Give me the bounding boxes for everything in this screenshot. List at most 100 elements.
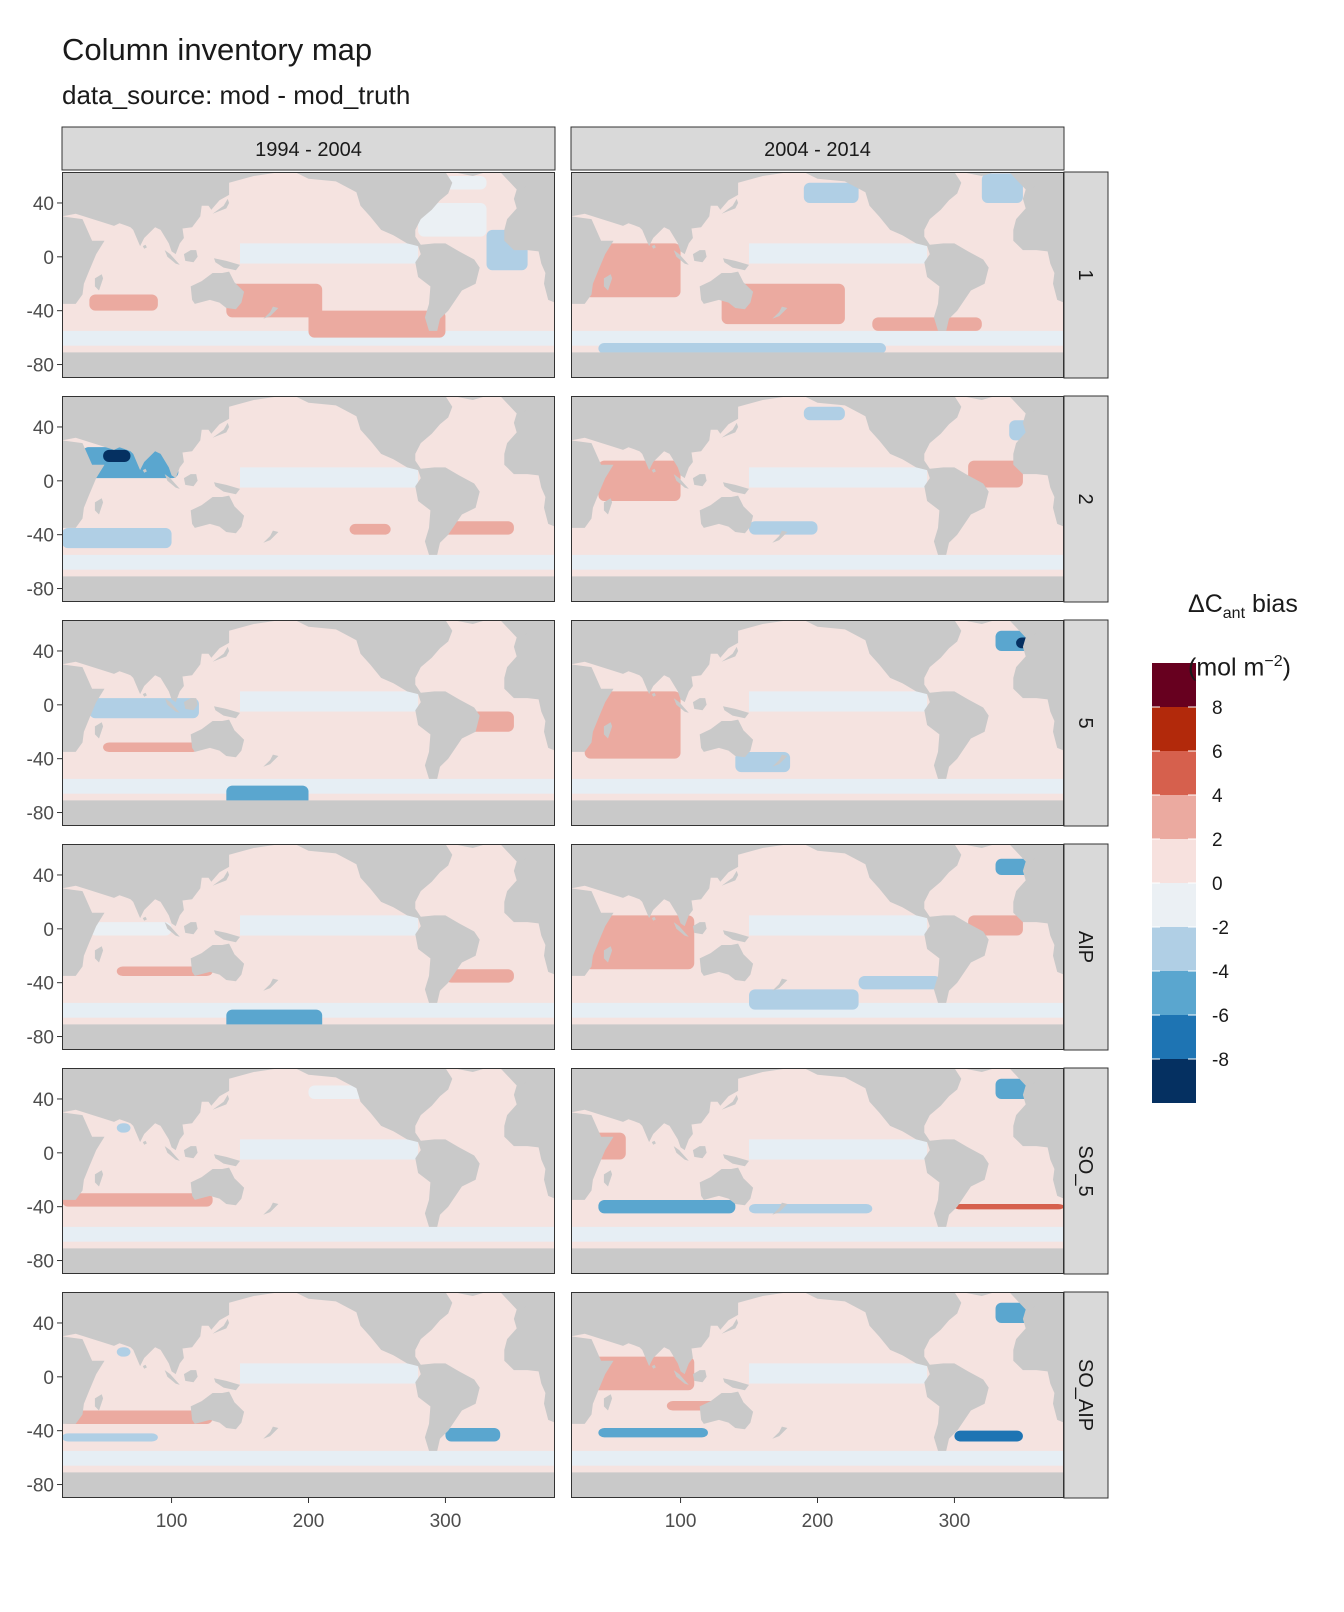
y-tick-label: -40: [27, 750, 54, 771]
land-borneo: [183, 250, 198, 263]
bias-patch: [749, 989, 859, 1010]
land-antarctica: [62, 1248, 555, 1274]
legend-swatch: [1152, 839, 1196, 883]
panel-border: [62, 1068, 555, 1274]
legend-title: ΔCant bias (mol m−2): [1188, 580, 1298, 691]
legend-swatch: [1152, 1059, 1196, 1103]
land-newguinea: [723, 482, 749, 495]
land-japan: [212, 422, 230, 438]
bias-patch: [749, 521, 818, 535]
land-africa_west: [500, 1068, 555, 1199]
land-australia: [190, 1167, 245, 1206]
legend-label: -8: [1212, 1050, 1229, 1071]
land-antarctica: [571, 576, 1064, 602]
land-ukire: [1027, 1298, 1037, 1309]
bias-patch: [89, 294, 158, 311]
bias-patch: [598, 460, 681, 502]
land-sumatra: [673, 1370, 689, 1385]
land-ukire: [1027, 626, 1037, 637]
land-borneo: [692, 250, 707, 263]
ocean-band: [749, 467, 928, 488]
land-antarctica: [571, 352, 1064, 378]
map-panel-r1-c2: [571, 172, 1064, 378]
land-newguinea: [214, 1378, 240, 1391]
y-tick-label: -40: [27, 1198, 54, 1219]
land-madagascar: [94, 1394, 104, 1411]
land-americas: [294, 1292, 480, 1451]
land-nz: [263, 754, 279, 767]
x-tick-label: 200: [802, 1511, 834, 1532]
x-tick-label: 100: [156, 1511, 188, 1532]
y-tick-label: 0: [43, 696, 54, 717]
bias-patch: [418, 202, 487, 237]
map-panel-r3-c1: [62, 620, 555, 826]
land-ukire: [1027, 850, 1037, 861]
bias-patch: [445, 969, 514, 983]
land-eurasia_africa: [571, 396, 791, 528]
land-borneo: [692, 1370, 707, 1383]
land-madagascar: [94, 1170, 104, 1187]
legend-swatch: [1152, 883, 1196, 927]
land-japan: [721, 1094, 739, 1110]
bias-patch: [116, 1347, 131, 1357]
land-nz: [263, 1202, 279, 1215]
land-newguinea: [214, 482, 240, 495]
bias-patch: [445, 1427, 501, 1442]
land-americas: [803, 396, 989, 555]
land-eurasia_africa: [571, 172, 791, 304]
y-tick-label: 0: [43, 472, 54, 493]
bias-patch: [584, 691, 681, 759]
facet-strip-column-label: 2004 - 2014: [764, 139, 871, 161]
ocean-band: [62, 1226, 555, 1242]
land-australia: [190, 719, 245, 758]
land-india_lanka: [651, 916, 656, 921]
land-africa_west: [500, 1292, 555, 1423]
facet-strip-row: [1063, 619, 1109, 827]
land-sumatra: [673, 922, 689, 937]
bias-patch: [62, 1193, 213, 1207]
land-japan: [212, 870, 230, 886]
land-sumatra: [164, 1146, 180, 1161]
bias-patch: [872, 317, 982, 331]
ocean-band: [62, 330, 555, 346]
ocean-band: [240, 1139, 419, 1160]
legend-label: 4: [1212, 786, 1223, 807]
land-nz: [772, 306, 788, 319]
land-sumatra: [164, 922, 180, 937]
legend-unit-sup: −2: [1264, 653, 1283, 670]
land-newguinea: [214, 706, 240, 719]
legend-unit-prefix: (mol m: [1188, 653, 1265, 682]
bias-patch: [62, 527, 172, 549]
land-madagascar: [603, 946, 613, 963]
land-africa_west: [1009, 1292, 1064, 1423]
land-india_lanka: [142, 1364, 147, 1369]
land-americas: [803, 844, 989, 1003]
y-tick-label: -80: [27, 356, 54, 377]
land-australia: [699, 495, 754, 534]
land-japan: [212, 198, 230, 214]
land-japan: [212, 1094, 230, 1110]
land-india_lanka: [142, 692, 147, 697]
land-americas: [803, 1292, 989, 1451]
bias-patch: [995, 1302, 1030, 1323]
land-australia: [190, 1391, 245, 1430]
land-india_lanka: [651, 1364, 656, 1369]
land-madagascar: [94, 498, 104, 515]
land-borneo: [692, 922, 707, 935]
facet-strip-column: [570, 126, 1065, 171]
legend-swatch: [1152, 927, 1196, 971]
legend-label: 8: [1212, 698, 1223, 719]
map-panel-r5-c1: [62, 1068, 555, 1274]
facet-strip-column: [61, 126, 556, 171]
land-antarctica: [62, 352, 555, 378]
ocean-band: [62, 1450, 555, 1466]
ocean-band: [62, 778, 555, 794]
land-sumatra: [673, 698, 689, 713]
land-borneo: [183, 922, 198, 935]
y-tick-label: -80: [27, 1476, 54, 1497]
land-antarctica: [62, 1472, 555, 1498]
land-americas: [294, 844, 480, 1003]
legend-title-rest: bias: [1245, 590, 1298, 618]
land-newguinea: [723, 1378, 749, 1391]
land-india_lanka: [651, 1140, 656, 1145]
